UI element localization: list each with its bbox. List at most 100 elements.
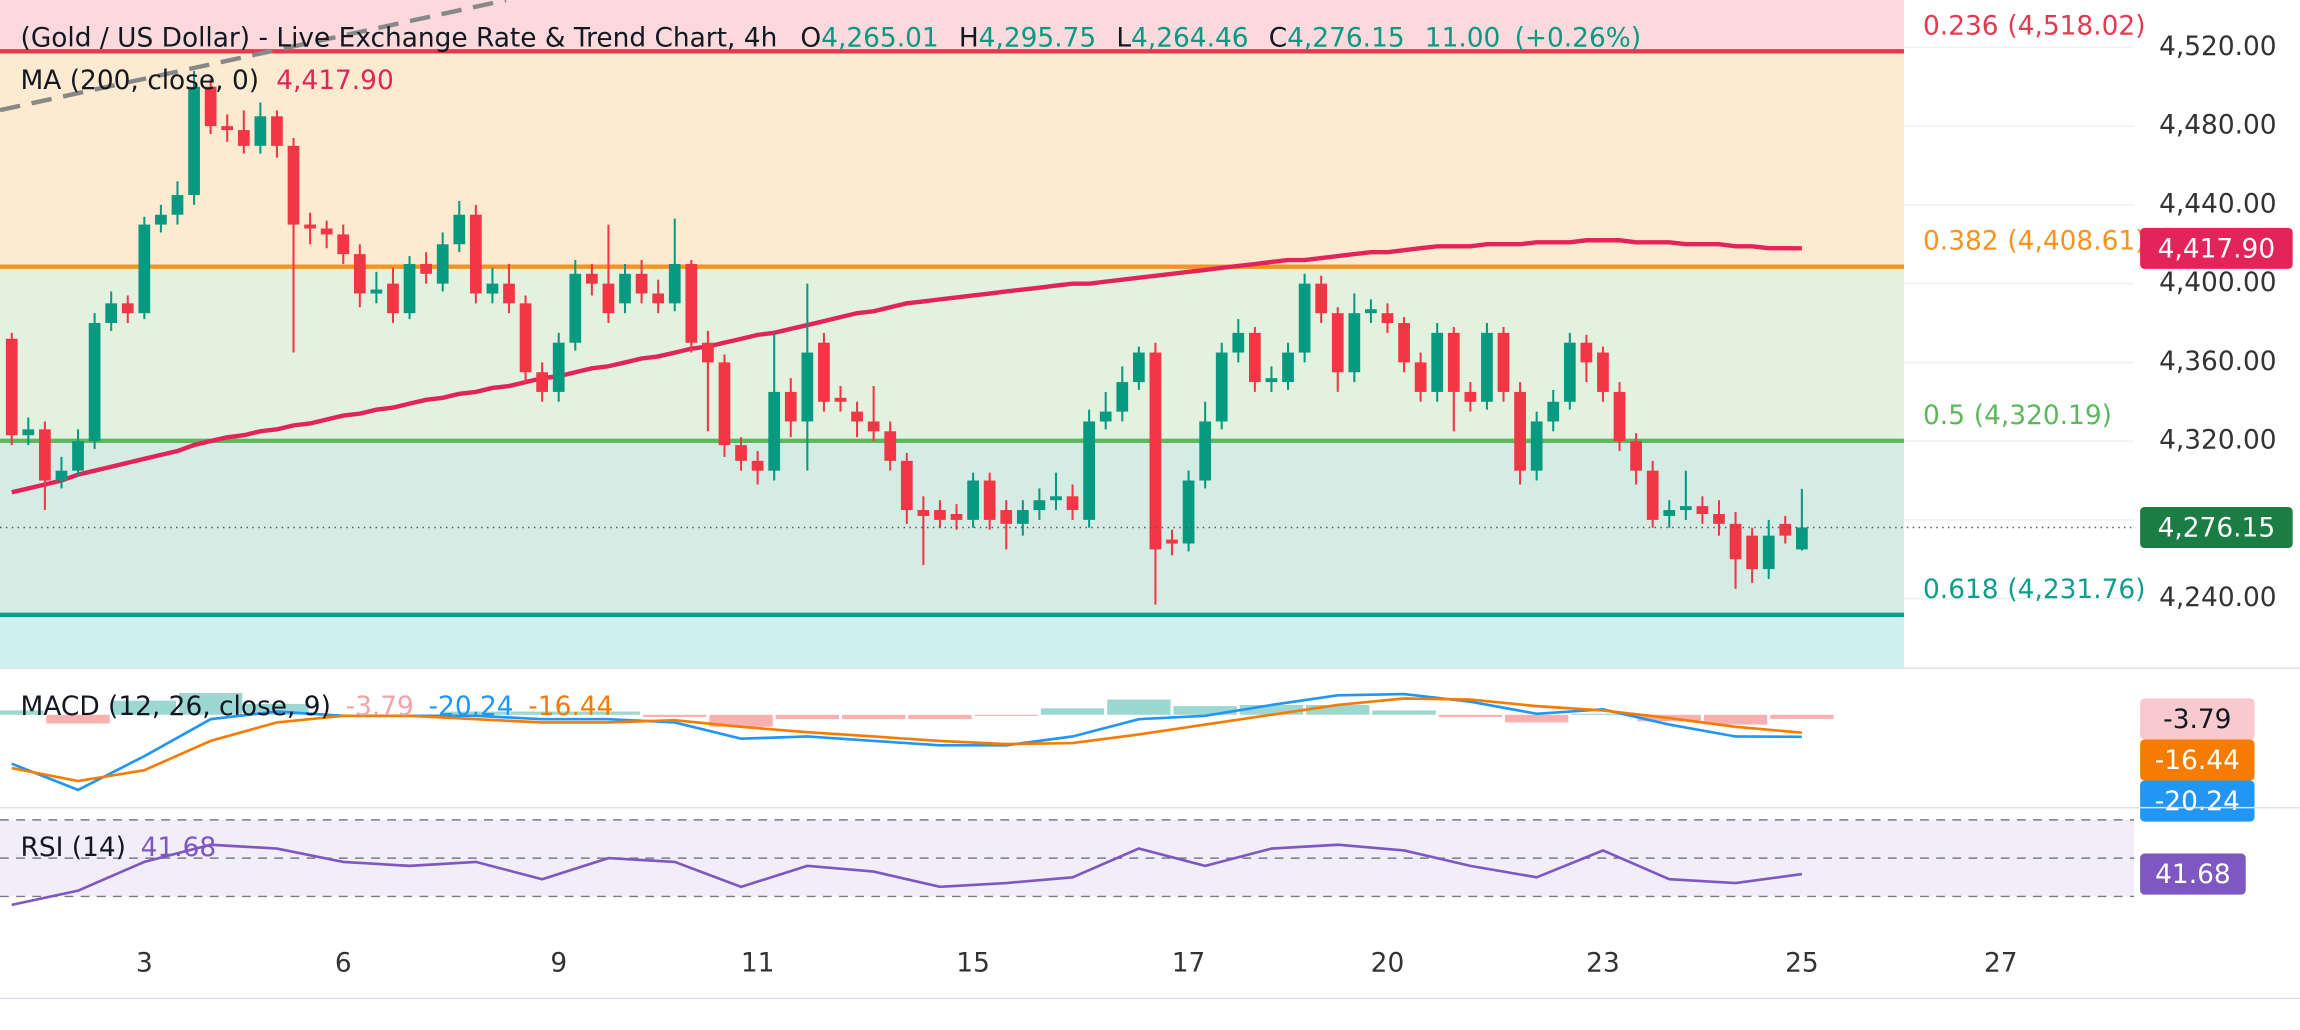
macd-histogram-bar (1173, 706, 1237, 715)
candle-body (486, 283, 499, 294)
candle-body (171, 195, 184, 215)
fib-band (0, 51, 1904, 267)
macd-histogram-bar (510, 711, 574, 715)
candle-body (1431, 332, 1444, 392)
macd-histogram-bar (1770, 714, 1834, 719)
candle-body (370, 289, 383, 294)
candle-body (5, 338, 18, 436)
candle-body (1249, 332, 1261, 383)
candle-body (436, 244, 449, 284)
candle-body (967, 480, 979, 520)
candle-body (1795, 527, 1808, 550)
ohlc-value: 4,264.46 (1131, 22, 1249, 53)
candle-body (851, 411, 863, 422)
candle-body (1613, 391, 1626, 442)
macd-histogram-bar (1703, 714, 1768, 725)
candle-body (1679, 506, 1692, 511)
candle-body (453, 214, 466, 245)
candle-body (1149, 352, 1162, 550)
candle-body (1000, 510, 1013, 524)
x-tick-label: 3 (136, 947, 153, 978)
candle-body (519, 303, 532, 373)
change: 11.00 (1425, 22, 1501, 53)
y-tick-label: 4,240.00 (2159, 582, 2277, 613)
fib-ratio: 0.236 (1923, 10, 1999, 41)
y-tick-label: 4,400.00 (2159, 267, 2277, 298)
macd-histogram-bar (1107, 699, 1171, 715)
ohlc-key: L (1116, 22, 1131, 53)
candle-body (105, 303, 118, 324)
change-percent: (+0.26%) (1515, 22, 1642, 53)
signal-badge: -16.44 (2155, 745, 2240, 776)
candle-body (287, 145, 300, 225)
candle-body (1083, 421, 1095, 520)
fib-label: 0.236 (4,518.02) (1923, 10, 2145, 41)
rsi-badge-bg (2140, 853, 2246, 895)
candle-body (403, 263, 416, 314)
candle-body (1282, 352, 1294, 383)
candle-body (1630, 441, 1642, 471)
candle-body (552, 342, 565, 392)
candle-body (702, 342, 714, 363)
histogram-badge: -3.79 (2163, 704, 2231, 735)
candle-body (1713, 513, 1725, 524)
candle-body (1779, 523, 1792, 536)
candle-body (1232, 332, 1245, 353)
candle-body (72, 441, 84, 471)
candle-body (88, 323, 101, 442)
candle-body (1265, 378, 1278, 383)
macd-histogram-bar (1372, 710, 1436, 715)
fib-price: (4,320.19) (1974, 399, 2112, 430)
candle-body (1464, 391, 1477, 402)
candle-body (950, 513, 963, 520)
signal-line (11, 697, 1802, 783)
candle-body (1215, 352, 1228, 422)
candle-body (1331, 313, 1344, 373)
macd-histogram-bar (1239, 705, 1304, 715)
candle-body (1348, 313, 1361, 373)
candle-body (420, 263, 432, 274)
candle-body (900, 460, 913, 511)
candle-body (138, 224, 151, 314)
candle-body (304, 224, 316, 229)
macd-histogram-bar (974, 714, 1038, 716)
ma-line (11, 238, 1802, 495)
ohlc-value: 4,265.01 (821, 22, 939, 53)
ohlc-key: H (959, 22, 979, 53)
macd-histogram-bar (576, 711, 641, 715)
ohlc-value: 4,295.75 (979, 22, 1097, 53)
rsi-badge: 41.68 (2155, 859, 2231, 890)
candle-body (1580, 342, 1593, 363)
candle-body (718, 362, 731, 446)
macd-histogram-bar (245, 703, 309, 715)
candle-body (867, 421, 880, 432)
histogram-badge-bg (2140, 698, 2255, 740)
candle-body (751, 460, 764, 471)
candle-body (22, 429, 35, 436)
candle-body (1597, 352, 1609, 392)
candle-body (1298, 283, 1311, 353)
x-tick-label: 25 (1785, 947, 1819, 978)
signal-badge-bg (2140, 739, 2255, 781)
fib-ratio: 0.618 (1923, 573, 1999, 604)
x-tick-label: 20 (1371, 947, 1405, 978)
candle-body (204, 86, 217, 127)
candle-body (1746, 535, 1759, 570)
macd-histogram-bar (0, 710, 44, 715)
macd-histogram-bar (1306, 705, 1370, 715)
fib-ratio: 0.5 (1923, 399, 1965, 430)
macd-histogram-bar (908, 714, 972, 720)
candle-body (237, 130, 250, 146)
candle-body (1199, 421, 1212, 481)
macd-legend-item: -16.44 (528, 691, 613, 722)
candle-body (884, 431, 897, 461)
rsi-legend: RSI (14) 41.68 (21, 831, 217, 862)
rsi-legend-item: 41.68 (141, 831, 217, 862)
x-tick-label: 11 (741, 947, 775, 978)
candle-body (1016, 510, 1029, 524)
candle-body (1530, 421, 1543, 471)
candle-body (602, 283, 615, 314)
trend-line (0, 0, 507, 113)
